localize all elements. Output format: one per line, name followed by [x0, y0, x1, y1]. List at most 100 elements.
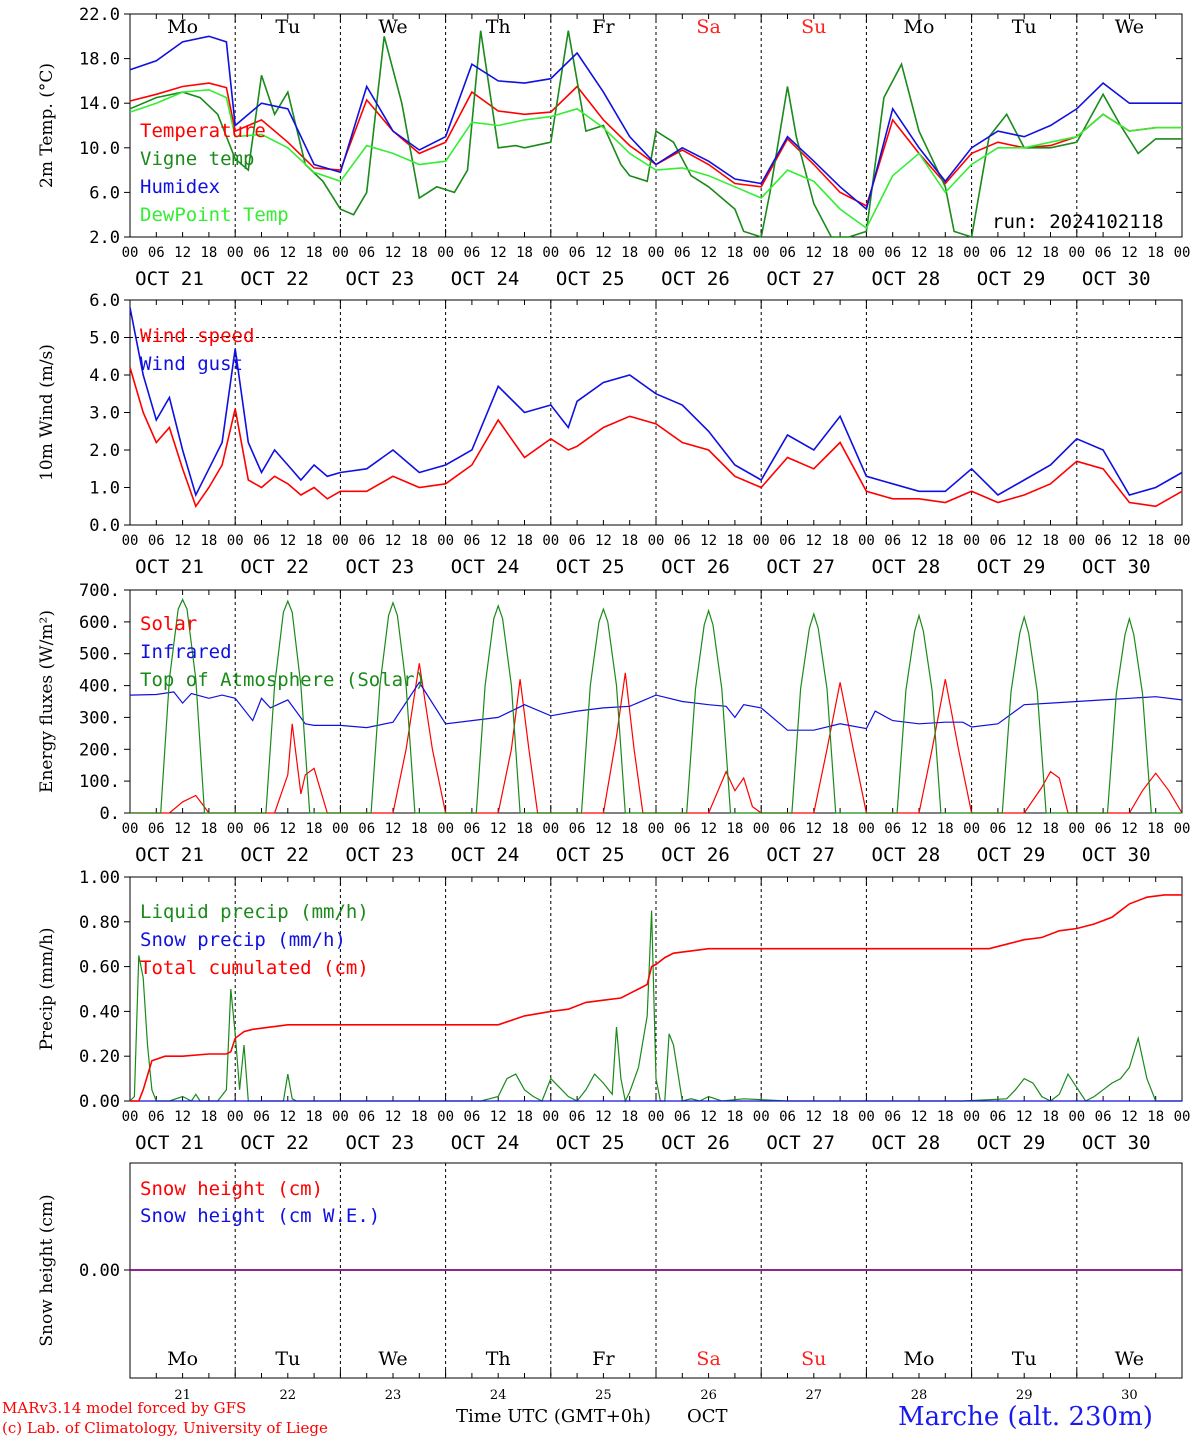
day-number-label: 28: [911, 1388, 928, 1403]
hour-label: 00: [1068, 1109, 1085, 1125]
hour-label: 12: [1121, 821, 1138, 837]
weekday-label: Sa: [696, 16, 720, 38]
date-label: OCT 22: [240, 268, 309, 290]
date-label: OCT 28: [872, 844, 941, 866]
legend-entry: DewPoint Temp: [140, 204, 289, 226]
hour-label: 00: [858, 245, 875, 261]
hour-label: 18: [411, 1109, 428, 1125]
date-label: OCT 29: [977, 844, 1046, 866]
day-number-label: 25: [595, 1388, 612, 1403]
hour-label: 06: [253, 821, 270, 837]
hour-label: 12: [1016, 533, 1033, 549]
hour-label: 06: [463, 533, 480, 549]
hour-label: 00: [858, 821, 875, 837]
date-label: OCT 22: [240, 1132, 309, 1154]
date-label: OCT 29: [977, 268, 1046, 290]
hour-label: 06: [358, 1109, 375, 1125]
y-tick-label: 2.0: [89, 228, 120, 248]
date-label: OCT 21: [135, 1132, 204, 1154]
hour-label: 06: [1095, 821, 1112, 837]
hour-label: 18: [726, 533, 743, 549]
hour-label: 06: [674, 245, 691, 261]
y-tick-label: 0.80: [79, 913, 120, 933]
weekday-label: Tu: [275, 16, 300, 38]
hour-label: 00: [227, 533, 244, 549]
hour-label: 12: [174, 1109, 191, 1125]
hour-label: 18: [621, 245, 638, 261]
hour-label: 18: [200, 821, 217, 837]
y-axis-label: Snow height (cm): [37, 1194, 57, 1346]
hour-label: 12: [1016, 1109, 1033, 1125]
hour-label: 18: [516, 1109, 533, 1125]
hour-label: 18: [937, 245, 954, 261]
hour-label: 06: [884, 533, 901, 549]
hour-label: 06: [358, 245, 375, 261]
model-credit-line1: MARv3.14 model forced by GFS: [2, 1399, 247, 1417]
hour-label: 12: [174, 821, 191, 837]
hour-label: 06: [253, 533, 270, 549]
y-tick-label: 2.0: [89, 441, 120, 461]
hour-label: 00: [542, 821, 559, 837]
date-label: OCT 27: [766, 1132, 835, 1154]
hour-label: 06: [779, 821, 796, 837]
hour-label: 00: [858, 533, 875, 549]
legend-entry: Top of Atmosphere (Solar): [140, 669, 426, 691]
hour-label: 18: [200, 245, 217, 261]
hour-label: 12: [385, 245, 402, 261]
hour-label: 18: [832, 821, 849, 837]
date-label: OCT 25: [556, 844, 625, 866]
weekday-label: Tu: [1012, 16, 1037, 38]
weekday-label: We: [1115, 1348, 1144, 1370]
hour-label: 06: [989, 245, 1006, 261]
y-tick-label: 400.: [79, 677, 120, 697]
date-label: OCT 21: [135, 556, 204, 578]
hour-label: 18: [1042, 245, 1059, 261]
hour-label: 12: [1016, 245, 1033, 261]
hour-label: 00: [1174, 1109, 1191, 1125]
y-tick-label: 18.0: [79, 50, 120, 70]
panel-frame: [129, 299, 1183, 526]
hour-label: 00: [227, 1109, 244, 1125]
hour-label: 12: [385, 1109, 402, 1125]
y-tick-label: 1.00: [79, 868, 120, 888]
hour-label: 00: [648, 533, 665, 549]
hour-label: 12: [279, 533, 296, 549]
hour-label: 18: [411, 821, 428, 837]
y-tick-label: 0.00: [79, 1092, 120, 1112]
date-label: OCT 26: [661, 556, 730, 578]
y-axis-label: Precip (mm/h): [37, 927, 57, 1050]
hour-label: 06: [1095, 1109, 1112, 1125]
hour-label: 00: [963, 245, 980, 261]
hour-label: 00: [122, 533, 139, 549]
hour-label: 12: [1016, 821, 1033, 837]
hour-label: 06: [779, 533, 796, 549]
hour-label: 18: [200, 533, 217, 549]
hour-label: 06: [674, 821, 691, 837]
weekday-label: Mo: [167, 16, 198, 38]
hour-label: 06: [674, 1109, 691, 1125]
series-line-wind-speed: [129, 367, 1183, 509]
hour-label: 12: [174, 245, 191, 261]
hour-label: 06: [148, 821, 165, 837]
date-label: OCT 30: [1082, 556, 1151, 578]
y-tick-label: 5.0: [89, 329, 120, 349]
y-tick-label: 14.0: [79, 94, 120, 114]
hour-label: 18: [200, 1109, 217, 1125]
hour-label: 18: [516, 245, 533, 261]
date-label: OCT 26: [661, 1132, 730, 1154]
date-label: OCT 22: [240, 556, 309, 578]
hour-label: 00: [648, 245, 665, 261]
day-number-label: 24: [490, 1388, 507, 1403]
hour-label: 00: [227, 245, 244, 261]
hour-label: 18: [1042, 1109, 1059, 1125]
hour-label: 12: [595, 245, 612, 261]
legend-entry: Solar: [140, 613, 197, 635]
hour-label: 00: [1068, 821, 1085, 837]
hour-label: 18: [1042, 533, 1059, 549]
hour-label: 12: [490, 245, 507, 261]
hour-label: 00: [1174, 821, 1191, 837]
hour-label: 18: [516, 533, 533, 549]
hour-label: 00: [437, 245, 454, 261]
hour-label: 18: [726, 245, 743, 261]
